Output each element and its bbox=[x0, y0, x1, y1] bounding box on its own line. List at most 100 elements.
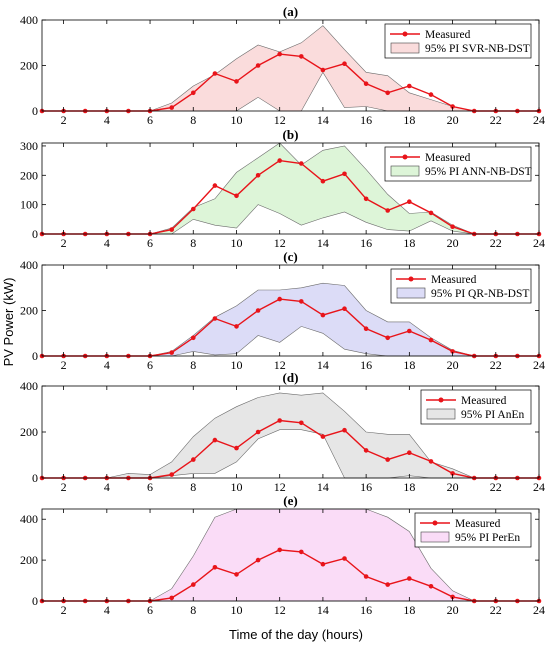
x-tick-label: 20 bbox=[447, 603, 459, 617]
panel-title: (c) bbox=[283, 249, 297, 264]
measured-point bbox=[234, 572, 239, 577]
measured-point bbox=[363, 81, 369, 86]
y-tick-label: 400 bbox=[20, 379, 38, 393]
legend-entry-interval: 95% PI QR-NB-DST bbox=[431, 288, 529, 300]
measured-point bbox=[407, 576, 412, 581]
measured-point bbox=[299, 549, 304, 555]
measured-point bbox=[320, 434, 326, 439]
measured-point bbox=[407, 328, 412, 334]
measured-point bbox=[277, 547, 283, 553]
legend-entry-interval: 95% PI PerEn bbox=[455, 532, 520, 544]
x-tick-label: 8 bbox=[190, 236, 196, 250]
measured-point bbox=[234, 193, 239, 199]
measured-point bbox=[320, 561, 326, 567]
measured-point bbox=[363, 326, 369, 332]
legend: Measured 95% PI PerEn bbox=[414, 512, 532, 548]
measured-point bbox=[169, 472, 174, 477]
x-tick-label: 8 bbox=[190, 113, 196, 127]
y-tick-label: 400 bbox=[20, 258, 38, 272]
measured-point bbox=[320, 67, 326, 73]
measured-point bbox=[277, 418, 283, 423]
y-tick-label: 0 bbox=[32, 227, 38, 241]
measured-point bbox=[255, 429, 261, 435]
y-axis-label: PV Power (kW) bbox=[1, 278, 16, 367]
measured-point bbox=[450, 224, 455, 229]
x-tick-label: 10 bbox=[230, 358, 242, 372]
measured-point bbox=[320, 178, 326, 184]
panel-3: (c)2 4 6 8 10 12 14 16 18 20 22 240200400Measured95… bbox=[20, 249, 545, 372]
panel-2: (b)2 4 6 8 10 12 14 16 18 20 22 240100200300Measure… bbox=[20, 127, 545, 250]
legend-entry-interval: 95% PI ANN-NB-DST bbox=[425, 166, 532, 178]
x-tick-label: 12 bbox=[274, 480, 286, 494]
panel-title: (d) bbox=[283, 370, 299, 385]
measured-point bbox=[191, 582, 196, 587]
y-tick-label: 200 bbox=[20, 425, 38, 439]
legend-band-swatch bbox=[390, 165, 420, 177]
x-tick-label: 16 bbox=[360, 603, 372, 617]
x-tick-label: 10 bbox=[230, 480, 242, 494]
measured-point bbox=[212, 71, 218, 76]
legend-measured-marker bbox=[408, 276, 414, 282]
measured-point bbox=[212, 565, 218, 570]
measured-point bbox=[169, 350, 174, 355]
measured-point bbox=[212, 437, 218, 443]
measured-point bbox=[450, 471, 455, 476]
x-tick-label: 24 bbox=[533, 603, 545, 617]
prediction-interval-band bbox=[42, 282, 539, 357]
prediction-interval-band bbox=[42, 142, 539, 235]
legend-entry-measured: Measured bbox=[461, 395, 507, 407]
measured-point bbox=[363, 574, 369, 579]
measured-point bbox=[363, 448, 369, 453]
x-tick-label: 18 bbox=[403, 236, 415, 250]
x-tick-label: 12 bbox=[274, 358, 286, 372]
legend-measured-marker bbox=[402, 154, 408, 160]
x-tick-label: 6 bbox=[147, 358, 153, 372]
x-tick-label: 18 bbox=[403, 358, 415, 372]
x-tick-label: 12 bbox=[274, 113, 286, 127]
y-tick-label: 0 bbox=[32, 471, 38, 485]
y-tick-label: 0 bbox=[32, 594, 38, 608]
x-tick-label: 10 bbox=[230, 113, 242, 127]
legend-band-swatch bbox=[420, 531, 450, 543]
y-tick-label: 300 bbox=[20, 139, 38, 153]
measured-point bbox=[277, 296, 283, 302]
measured-point bbox=[299, 299, 304, 304]
x-tick-label: 4 bbox=[104, 358, 110, 372]
legend-measured-marker bbox=[432, 520, 438, 526]
x-tick-label: 6 bbox=[147, 480, 153, 494]
measured-point bbox=[191, 90, 196, 96]
legend-measured-marker bbox=[438, 397, 444, 403]
measured-point bbox=[277, 158, 283, 163]
x-tick-label: 14 bbox=[317, 358, 329, 372]
y-tick-label: 100 bbox=[20, 198, 38, 212]
measured-point bbox=[342, 427, 347, 433]
measured-point bbox=[255, 308, 261, 313]
legend-band-swatch bbox=[396, 287, 426, 299]
measured-point bbox=[255, 63, 261, 68]
x-tick-label: 24 bbox=[533, 113, 545, 127]
measured-point bbox=[342, 556, 347, 561]
y-tick-label: 200 bbox=[20, 304, 38, 318]
x-tick-label: 4 bbox=[104, 236, 110, 250]
x-tick-label: 12 bbox=[274, 603, 286, 617]
measured-point bbox=[450, 594, 455, 600]
x-tick-label: 20 bbox=[447, 113, 459, 127]
measured-point bbox=[299, 161, 304, 166]
legend-entry-measured: Measured bbox=[425, 152, 471, 164]
measured-point bbox=[234, 79, 239, 84]
x-tick-label: 22 bbox=[490, 236, 502, 250]
x-tick-label: 24 bbox=[533, 236, 545, 250]
measured-point bbox=[169, 227, 174, 232]
measured-point bbox=[191, 457, 196, 462]
measured-point bbox=[407, 199, 412, 204]
measured-point bbox=[342, 306, 347, 312]
x-tick-label: 22 bbox=[490, 603, 502, 617]
x-tick-label: 22 bbox=[490, 480, 502, 494]
measured-point bbox=[385, 335, 391, 341]
measured-point bbox=[299, 420, 304, 426]
x-axis-label: Time of the day (hours) bbox=[229, 627, 363, 642]
legend-entry-measured: Measured bbox=[425, 29, 471, 41]
legend: Measured 95% PI SVR-NB-DST bbox=[384, 23, 532, 59]
x-tick-label: 14 bbox=[317, 480, 329, 494]
